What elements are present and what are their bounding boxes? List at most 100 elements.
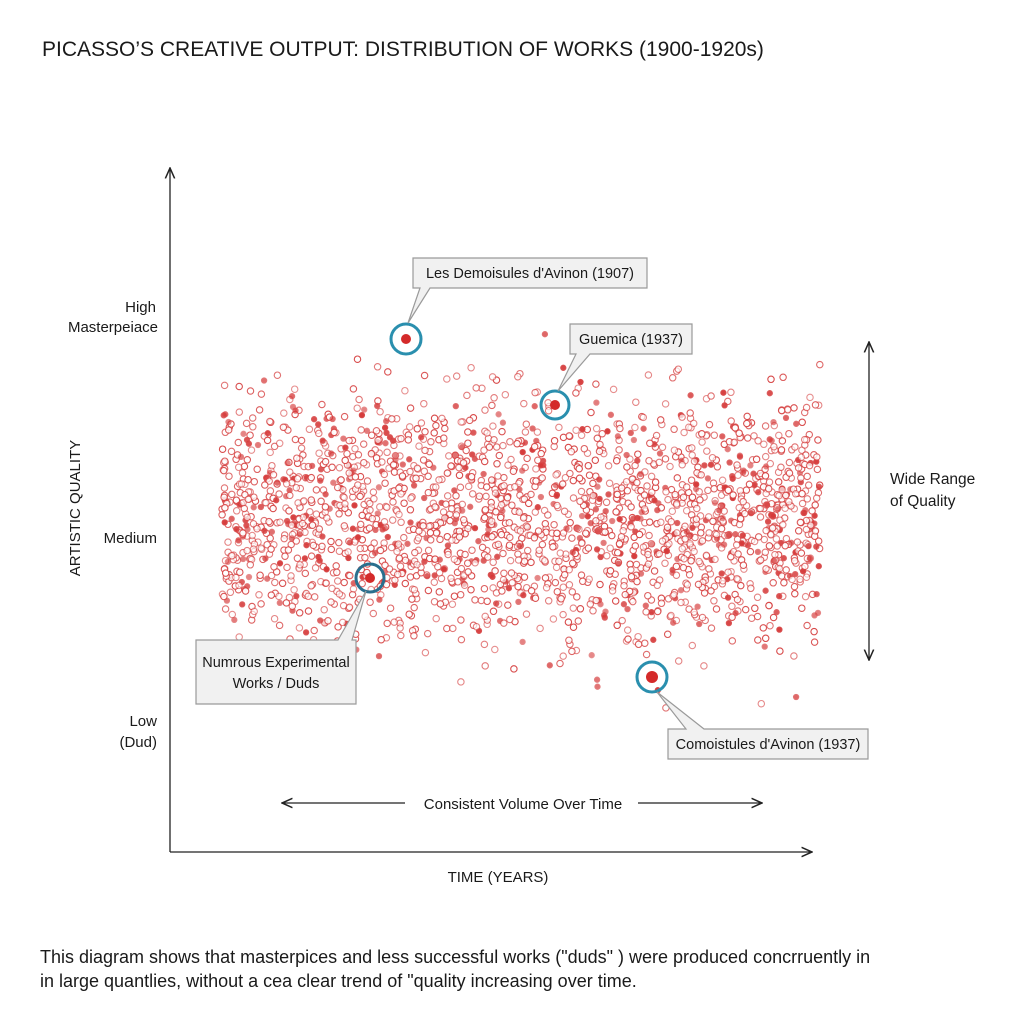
dot (552, 482, 560, 489)
dot (424, 586, 433, 595)
dot (697, 529, 705, 537)
dot (308, 521, 317, 529)
dot (323, 514, 331, 522)
dot (549, 615, 558, 623)
dot (527, 558, 535, 567)
dot (271, 578, 279, 587)
dot (632, 560, 641, 569)
dot (275, 592, 283, 601)
dot (335, 590, 344, 598)
dot (810, 638, 819, 646)
dot (598, 429, 606, 438)
dot (687, 557, 695, 565)
dot (538, 474, 546, 482)
dot (243, 546, 251, 555)
dot (765, 542, 774, 550)
dot (741, 509, 749, 518)
dot (491, 645, 499, 654)
dot (266, 448, 274, 457)
dot (270, 614, 279, 623)
dot (685, 570, 694, 579)
dot (585, 471, 594, 479)
dot (729, 491, 737, 499)
dot (689, 419, 698, 428)
dot (431, 503, 439, 511)
dot (356, 520, 365, 529)
title: PICASSO’S CREATIVE OUTPUT: DISTRIBUTION … (42, 38, 764, 61)
dot (301, 528, 309, 537)
dot (558, 480, 567, 488)
dot (250, 607, 258, 616)
dot (579, 426, 586, 433)
dot (371, 549, 379, 557)
dot (764, 484, 773, 493)
dot (302, 629, 310, 636)
dot (380, 539, 388, 547)
dot (467, 363, 475, 372)
dot (275, 439, 284, 448)
dot (282, 599, 291, 607)
dot (733, 574, 741, 583)
dot (569, 549, 576, 556)
dot (383, 619, 391, 628)
dot (736, 487, 745, 495)
dot (781, 504, 789, 512)
dot (797, 549, 806, 557)
dot (580, 444, 589, 453)
dot (381, 424, 389, 431)
dot (697, 471, 705, 479)
dot (439, 508, 448, 516)
callout: Les Demoisules d'Avinon (1907) (407, 257, 648, 324)
dot (452, 402, 459, 410)
dot (290, 385, 299, 393)
dot (589, 607, 597, 615)
dot (728, 613, 736, 621)
dot (457, 418, 465, 426)
dot (346, 571, 354, 580)
dot (775, 431, 783, 440)
dot (221, 569, 230, 577)
dot (513, 439, 521, 448)
dot (447, 574, 455, 583)
level-label: High (125, 299, 156, 316)
dot (327, 598, 335, 606)
dot (432, 483, 440, 491)
dot (507, 569, 516, 577)
dot (283, 563, 291, 572)
dot (623, 463, 631, 471)
dot (613, 490, 622, 499)
dot (266, 534, 274, 542)
callout-box (656, 691, 869, 760)
dot (698, 537, 707, 545)
dot (739, 497, 747, 506)
dot (688, 451, 696, 459)
dot (472, 622, 481, 631)
dot (327, 537, 335, 546)
dot (340, 493, 348, 502)
dot (497, 501, 506, 509)
dot (761, 634, 770, 643)
dot (308, 516, 315, 523)
dot (330, 428, 338, 437)
dot (514, 372, 522, 381)
dot (382, 440, 389, 447)
dot (781, 541, 789, 550)
dot (566, 469, 574, 478)
dot (500, 619, 508, 627)
dot (480, 640, 489, 649)
dot (235, 581, 243, 590)
dot (805, 542, 812, 550)
dot (343, 449, 351, 458)
dot (616, 516, 623, 523)
dot (666, 462, 674, 471)
dot (457, 678, 465, 686)
volume-note: Consistent Volume Over Time (424, 796, 622, 813)
dot (617, 484, 626, 492)
dot (703, 447, 711, 455)
dot (310, 626, 318, 635)
dot (508, 579, 516, 587)
dot (619, 527, 627, 535)
dot (668, 374, 677, 382)
caption: in large quantlies, without a cea clear … (40, 971, 637, 991)
